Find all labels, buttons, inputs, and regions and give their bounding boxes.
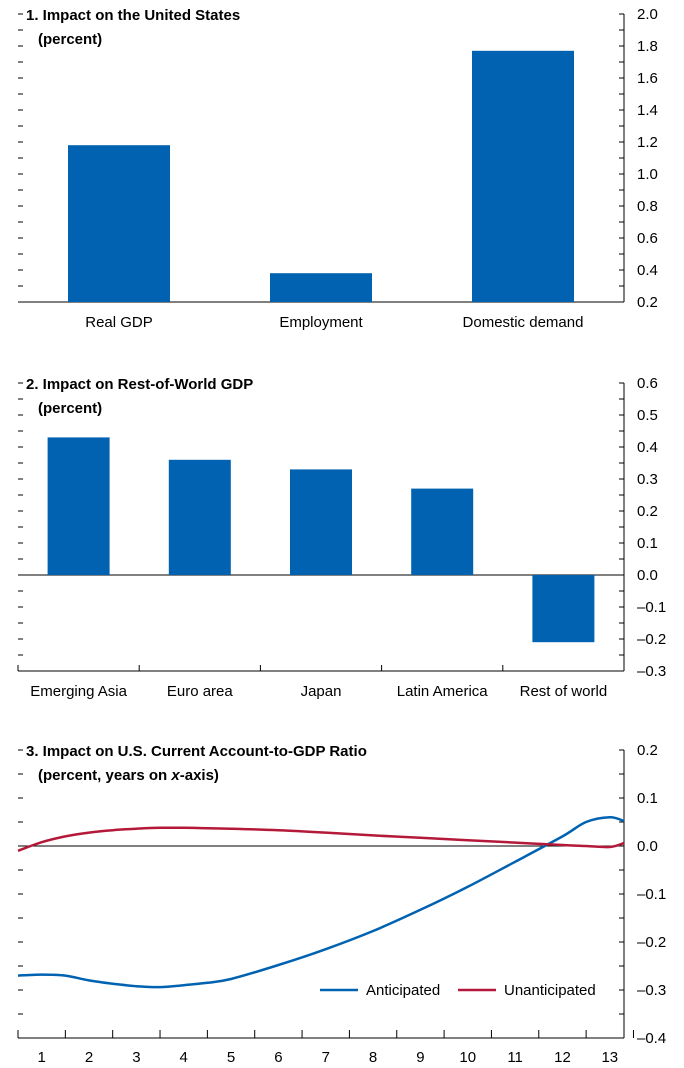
- panel-row-impact: 2. Impact on Rest-of-World GDP (percent)…: [17, 375, 666, 700]
- panel-3-subtitle-x: x: [170, 767, 180, 784]
- y-tick-label: –0.1: [637, 599, 666, 616]
- panel-3-axes: –0.4–0.3–0.2–0.10.00.10.21 2 3 4 5 6 7 8 9 10 11 12…: [17, 742, 666, 1066]
- y-tick-label: –0.4: [637, 1030, 666, 1047]
- y-tick-label: 0.6: [637, 230, 658, 247]
- y-tick-label: –0.2: [637, 631, 666, 648]
- x-tick-label: 3: [132, 1049, 140, 1066]
- x-tick-label: 7: [322, 1049, 330, 1066]
- legend-label-unanticipated: Unanticipated: [504, 982, 596, 999]
- y-tick-label: 1.4: [637, 102, 658, 119]
- legend-label-anticipated: Anticipated: [366, 982, 440, 999]
- series-line-unanticipated: [17, 826, 625, 852]
- y-tick-label: 1.8: [637, 38, 658, 55]
- panel-2-title: 2. Impact on Rest-of-World GDP: [26, 376, 253, 393]
- bar: [270, 273, 372, 302]
- panel-1-bars: Real GDP Employment Domestic demand: [18, 50, 624, 331]
- y-tick-label: 0.2: [637, 742, 658, 759]
- bar: [290, 469, 352, 575]
- y-tick-label: 1.6: [637, 70, 658, 87]
- panel-2-bars: Emerging Asia Euro area Japan Latin America…: [18, 437, 624, 700]
- y-tick-label: 0.3: [637, 471, 658, 488]
- y-tick-label: –0.2: [637, 934, 666, 951]
- category-label: Latin America: [397, 683, 489, 700]
- category-label: Domestic demand: [463, 314, 584, 331]
- panel-1-subtitle: (percent): [38, 31, 102, 48]
- category-label: Rest of world: [520, 683, 608, 700]
- x-tick-label: 4: [180, 1049, 188, 1066]
- y-tick-label: 0.4: [637, 439, 658, 456]
- y-tick-label: 1.0: [637, 166, 658, 183]
- x-tick-label: 1: [38, 1049, 46, 1066]
- bar: [472, 50, 574, 302]
- bar: [47, 437, 110, 575]
- bar: [411, 488, 474, 575]
- x-tick-label: 12: [554, 1049, 571, 1066]
- y-tick-label: –0.3: [637, 663, 666, 680]
- x-tick-label: 10: [459, 1049, 476, 1066]
- x-tick-label: 6: [274, 1049, 282, 1066]
- panel-current-account: 3. Impact on U.S. Current Account-to-GDP…: [17, 742, 666, 1066]
- category-label: Euro area: [167, 683, 234, 700]
- x-tick-label: 5: [227, 1049, 235, 1066]
- panel-2-subtitle: (percent): [38, 400, 102, 417]
- panel-3-legend: Anticipated Unanticipated: [320, 982, 596, 999]
- x-tick-label: 11: [507, 1049, 523, 1066]
- category-label: Real GDP: [85, 314, 153, 331]
- series-line-anticipated: [17, 815, 625, 989]
- panel-2-axes: –0.3 –0.2 –0.1 0.0 0.1 0.2 0.3 0.4 0.5 0.6: [17, 375, 666, 680]
- x-tick-label: 9: [416, 1049, 424, 1066]
- y-tick-label: 0.1: [637, 790, 658, 807]
- panel-3-title: 3. Impact on U.S. Current Account-to-GDP…: [26, 743, 367, 760]
- x-tick-label: 2: [85, 1049, 93, 1066]
- y-tick-label: 0.2: [637, 503, 658, 520]
- y-tick-label: 0.5: [637, 407, 658, 424]
- x-tick-label: 13: [601, 1049, 618, 1066]
- y-tick-label: –0.3: [637, 982, 666, 999]
- y-tick-label: 0.1: [637, 535, 658, 552]
- y-tick-label: 0.2: [637, 294, 658, 311]
- bar: [168, 459, 231, 575]
- y-tick-label: 0.4: [637, 262, 658, 279]
- y-tick-label: 2.0: [637, 6, 658, 23]
- panel-3-subtitle-a: (percent, years on: [38, 767, 171, 784]
- category-label: Japan: [301, 683, 342, 700]
- panel-1-axes: 0.2 0.4 0.6 0.8 1.0 1.2 1.4 1.6 1.8 2.0: [18, 6, 658, 311]
- panel-3-lines: [17, 815, 625, 989]
- category-label: Emerging Asia: [30, 683, 127, 700]
- panel-3-subtitle: (percent, years on x-axis): [38, 767, 219, 784]
- panel-1-title: 1. Impact on the United States: [26, 7, 240, 24]
- y-tick-label: 0.6: [637, 375, 658, 392]
- y-tick-label: –0.1: [637, 886, 666, 903]
- panel-3-subtitle-b: -axis): [180, 767, 219, 784]
- bar: [68, 145, 170, 302]
- bar: [532, 575, 595, 643]
- y-tick-label: 0.0: [637, 838, 658, 855]
- y-tick-label: 1.2: [637, 134, 658, 151]
- x-tick-label: 8: [369, 1049, 377, 1066]
- y-tick-label: 0.8: [637, 198, 658, 215]
- panel-us-impact: 1. Impact on the United States (percent)…: [18, 6, 658, 331]
- category-label: Employment: [279, 314, 363, 331]
- y-tick-label: 0.0: [637, 567, 658, 584]
